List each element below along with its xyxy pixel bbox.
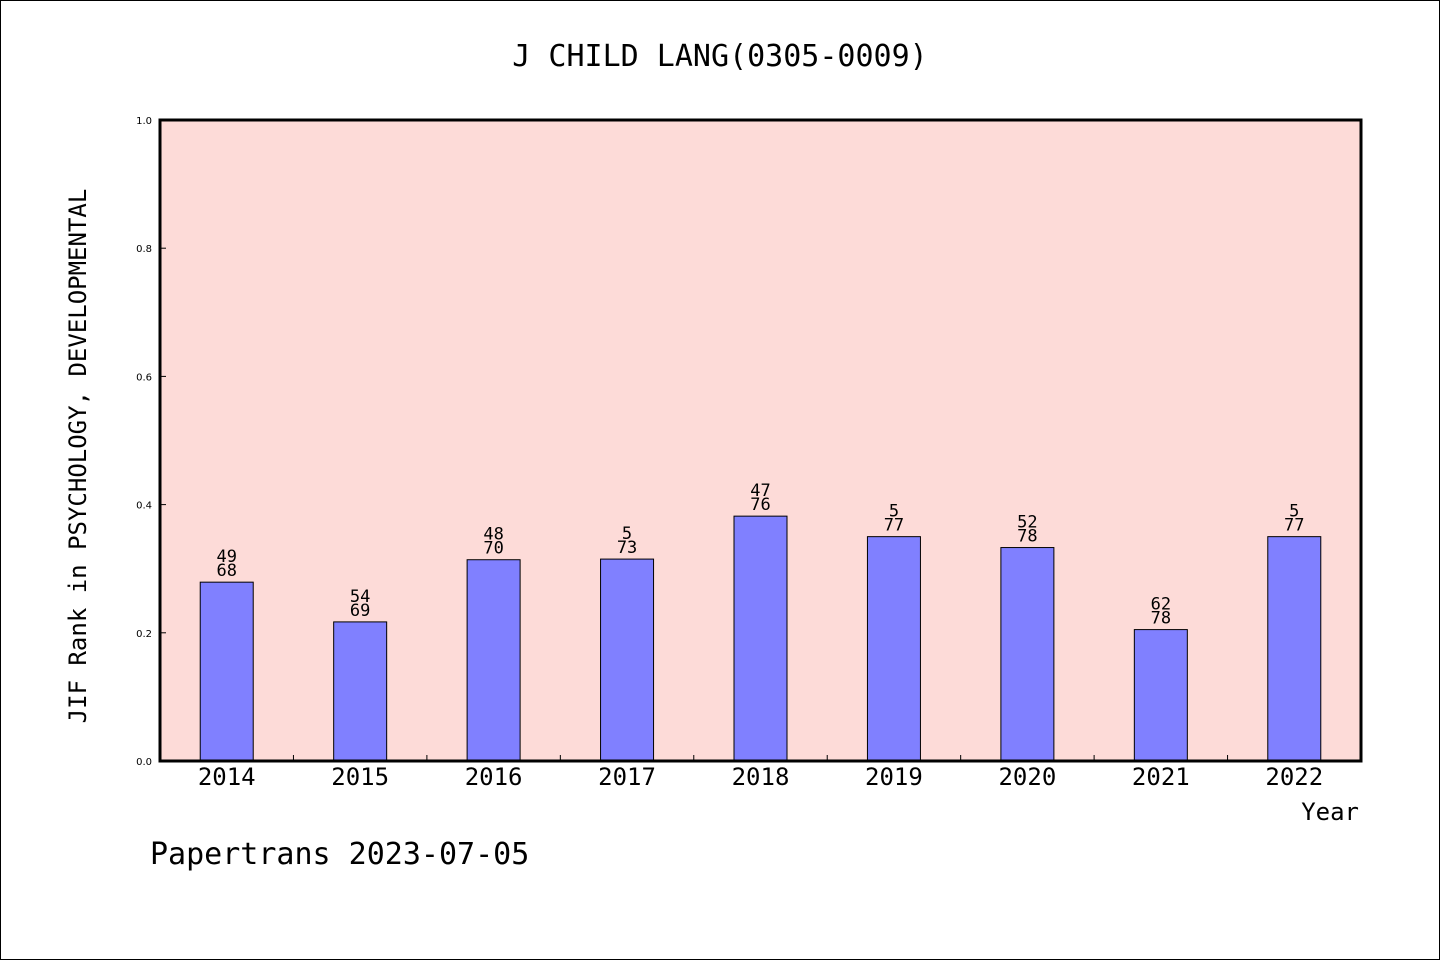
- x-tick-label: 2018: [732, 763, 790, 791]
- bar-total-label: 78: [1017, 527, 1037, 547]
- bar-2022: [1267, 536, 1322, 762]
- bar-rank-label: 5: [889, 502, 899, 522]
- bar-total-label: 73: [617, 538, 637, 558]
- chart-title: J CHILD LANG(0305-0009): [512, 39, 927, 74]
- y-axis-label: JIF Rank in PSYCHOLOGY, DEVELOPMENTAL: [64, 189, 92, 724]
- x-tick-label: 2017: [598, 763, 656, 791]
- x-tick-label: 2020: [998, 763, 1056, 791]
- bar-2019: [866, 536, 921, 762]
- bar-total-label: 68: [216, 561, 236, 581]
- bar-rank-label: 5: [622, 524, 632, 544]
- bar-rank-label: 47: [750, 481, 770, 501]
- bar-rank-label: 48: [483, 525, 503, 545]
- y-tick-label: 0.4: [136, 501, 152, 512]
- x-tick-label: 2016: [465, 763, 523, 791]
- x-tick-label: 2021: [1132, 763, 1190, 791]
- bar-total-label: 78: [1151, 609, 1171, 629]
- bar-rank-label: 5: [1289, 502, 1299, 522]
- bar-2018: [733, 515, 788, 762]
- bar-rank-label: 54: [350, 587, 370, 607]
- x-tick-label: 2014: [198, 763, 256, 791]
- y-tick-label: 0.2: [136, 629, 152, 640]
- bar-2015: [333, 621, 388, 762]
- bar-2014: [199, 581, 254, 762]
- bar-total-label: 70: [483, 539, 503, 559]
- x-axis-ticks: 2014 2015 2016 2017 2018 2019 2020 2021 2022: [198, 755, 1323, 791]
- bar-total-label: 77: [1284, 516, 1304, 536]
- bars-group: [199, 515, 1322, 762]
- bar-2021: [1133, 629, 1188, 762]
- bar-rank-label: 62: [1151, 595, 1171, 615]
- bar-total-label: 76: [750, 495, 770, 515]
- x-tick-label: 2022: [1265, 763, 1323, 791]
- bar-rank-label: 49: [216, 547, 236, 567]
- y-tick-label: 0.6: [136, 372, 152, 383]
- x-axis-label: Year: [1301, 798, 1359, 826]
- y-tick-label: 1.0: [136, 116, 152, 127]
- bar-total-label: 69: [350, 601, 370, 621]
- bar-total-label: 77: [884, 516, 904, 536]
- footer-credit: Papertrans 2023-07-05: [150, 837, 529, 872]
- bar-2017: [600, 558, 655, 762]
- bar-2016: [466, 559, 521, 762]
- x-tick-label: 2019: [865, 763, 923, 791]
- y-tick-label: 0.0: [136, 757, 152, 768]
- y-tick-label: 0.8: [136, 244, 152, 255]
- bar-rank-label: 52: [1017, 513, 1037, 533]
- bar-2020: [1000, 547, 1055, 762]
- plot-border: [158, 118, 1363, 763]
- x-tick-label: 2015: [331, 763, 389, 791]
